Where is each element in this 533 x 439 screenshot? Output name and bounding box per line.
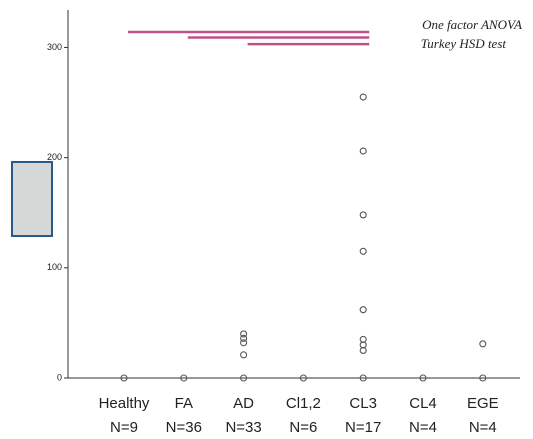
- point: [299, 374, 307, 382]
- point: [240, 339, 248, 347]
- y-tick-label: 100: [47, 262, 62, 272]
- n-label: N=6: [289, 419, 317, 436]
- n-label: N=36: [166, 419, 202, 436]
- point: [359, 211, 367, 219]
- annotation: Turkey HSD test: [421, 36, 507, 51]
- point: [359, 374, 367, 382]
- point: [419, 374, 427, 382]
- point: [359, 247, 367, 255]
- point: [240, 374, 248, 382]
- n-label: N=17: [345, 419, 381, 436]
- side-box: [11, 161, 53, 237]
- point: [180, 374, 188, 382]
- point: [359, 93, 367, 101]
- annotation: One factor ANOVA: [422, 17, 522, 32]
- x-tick-label: EGE: [467, 395, 499, 412]
- point: [479, 340, 487, 348]
- n-label: N=9: [110, 419, 138, 436]
- point: [359, 147, 367, 155]
- point: [240, 351, 248, 359]
- x-tick-label: CL3: [349, 395, 377, 412]
- x-tick-label: AD: [233, 395, 254, 412]
- n-label: N=4: [469, 419, 497, 436]
- x-tick-label: CL4: [409, 395, 437, 412]
- point: [479, 374, 487, 382]
- point: [359, 335, 367, 343]
- x-tick-label: Cl1,2: [286, 395, 321, 412]
- point: [240, 330, 248, 338]
- point: [359, 306, 367, 314]
- n-label: N=4: [409, 419, 437, 436]
- x-tick-label: FA: [175, 395, 193, 412]
- y-tick-label: 0: [57, 372, 62, 382]
- n-label: N=33: [225, 419, 261, 436]
- x-tick-label: Healthy: [99, 395, 150, 412]
- point: [120, 374, 128, 382]
- point: [240, 334, 248, 342]
- y-tick-label: 300: [47, 42, 62, 52]
- y-tick-label: 200: [47, 152, 62, 162]
